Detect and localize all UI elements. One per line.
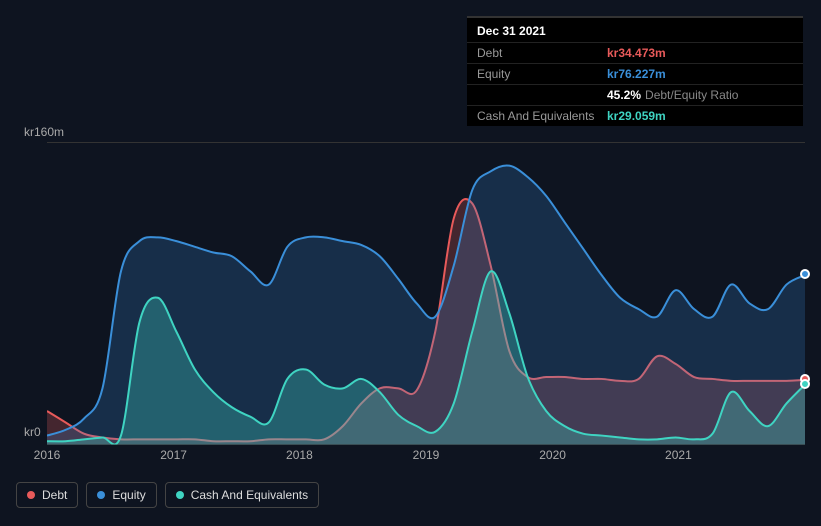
tooltip-sublabel: Debt/Equity Ratio [645,88,738,102]
x-tick: 2018 [286,448,313,462]
tooltip-date: Dec 31 2021 [467,18,803,42]
legend-item-equity[interactable]: Equity [86,482,156,508]
tooltip-row: 45.2%Debt/Equity Ratio [467,84,803,105]
tooltip-label [477,88,607,102]
legend: Debt Equity Cash And Equivalents [16,482,319,508]
legend-label: Equity [112,488,145,502]
legend-item-debt[interactable]: Debt [16,482,78,508]
tooltip-value: 45.2%Debt/Equity Ratio [607,88,738,102]
tooltip-value: kr76.227m [607,67,666,81]
series-end-marker [800,269,810,279]
y-axis-label: kr0 [24,425,41,439]
tooltip-value: kr29.059m [607,109,666,123]
tooltip-row: Cash And Equivalentskr29.059m [467,105,803,126]
tooltip-value: kr34.473m [607,46,666,60]
tooltip-row: Equitykr76.227m [467,63,803,84]
tooltip-row: Debtkr34.473m [467,42,803,63]
y-axis-label: kr160m [24,125,64,139]
legend-dot-icon [176,491,184,499]
legend-dot-icon [97,491,105,499]
legend-item-cash-and-equivalents[interactable]: Cash And Equivalents [165,482,319,508]
legend-dot-icon [27,491,35,499]
legend-label: Debt [42,488,67,502]
x-tick: 2016 [34,448,61,462]
x-tick: 2021 [665,448,692,462]
chart-area [47,142,805,444]
x-tick: 2017 [160,448,187,462]
tooltip-label: Debt [477,46,607,60]
hover-tooltip: Dec 31 2021 Debtkr34.473mEquitykr76.227m… [467,16,803,126]
legend-label: Cash And Equivalents [191,488,308,502]
x-tick: 2020 [539,448,566,462]
financial-chart [47,143,805,445]
tooltip-label: Cash And Equivalents [477,109,607,123]
x-axis: 201620172018201920202021 [47,448,805,468]
x-tick: 2019 [413,448,440,462]
tooltip-label: Equity [477,67,607,81]
series-end-marker [800,379,810,389]
